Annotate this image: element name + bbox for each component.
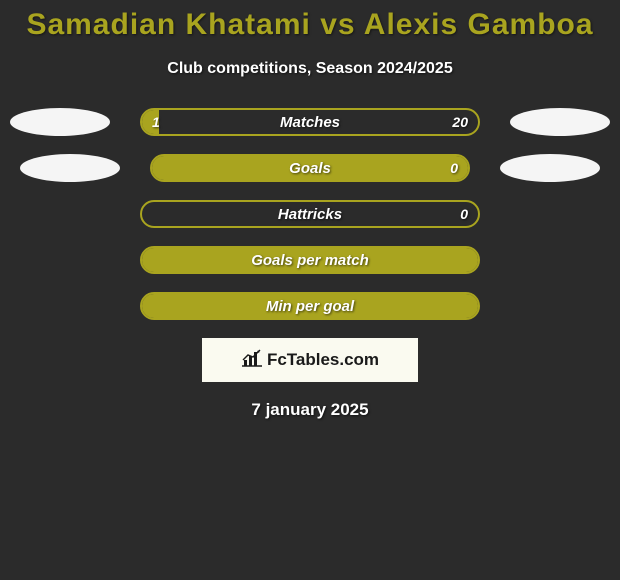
player-avatar-right <box>500 154 600 182</box>
avatar-spacer <box>510 246 610 274</box>
player-avatar-left <box>10 108 110 136</box>
stat-row: Min per goal <box>0 292 620 320</box>
player-avatar-right <box>510 108 610 136</box>
stat-bar: Min per goal <box>140 292 480 320</box>
stat-row: Hattricks0 <box>0 200 620 228</box>
stat-bar: 1Matches20 <box>140 108 480 136</box>
stat-value-right: 20 <box>452 110 468 134</box>
stat-label: Hattricks <box>142 202 478 226</box>
avatar-spacer <box>10 292 110 320</box>
avatar-spacer <box>510 292 610 320</box>
logo-box: FcTables.com <box>202 338 418 382</box>
stat-value-right: 0 <box>450 156 458 180</box>
stat-label: Min per goal <box>142 294 478 318</box>
stat-label: Matches <box>142 110 478 134</box>
chart-icon <box>241 349 263 372</box>
avatar-spacer <box>10 200 110 228</box>
stat-value-right: 0 <box>460 202 468 226</box>
infographic-container: Samadian Khatami vs Alexis Gamboa Club c… <box>0 0 620 420</box>
stat-row: Goals0 <box>0 154 620 182</box>
stat-row: 1Matches20 <box>0 108 620 136</box>
player-avatar-left <box>20 154 120 182</box>
stat-label: Goals <box>152 156 468 180</box>
stats-rows: 1Matches20Goals0Hattricks0Goals per matc… <box>0 108 620 320</box>
logo-text: FcTables.com <box>267 350 379 370</box>
stat-label: Goals per match <box>142 248 478 272</box>
subtitle: Club competitions, Season 2024/2025 <box>0 60 620 78</box>
avatar-spacer <box>10 246 110 274</box>
stat-bar: Goals per match <box>140 246 480 274</box>
stat-bar: Hattricks0 <box>140 200 480 228</box>
logo: FcTables.com <box>241 349 379 372</box>
page-title: Samadian Khatami vs Alexis Gamboa <box>0 8 620 42</box>
date: 7 january 2025 <box>0 400 620 420</box>
avatar-spacer <box>510 200 610 228</box>
stat-row: Goals per match <box>0 246 620 274</box>
stat-bar: Goals0 <box>150 154 470 182</box>
